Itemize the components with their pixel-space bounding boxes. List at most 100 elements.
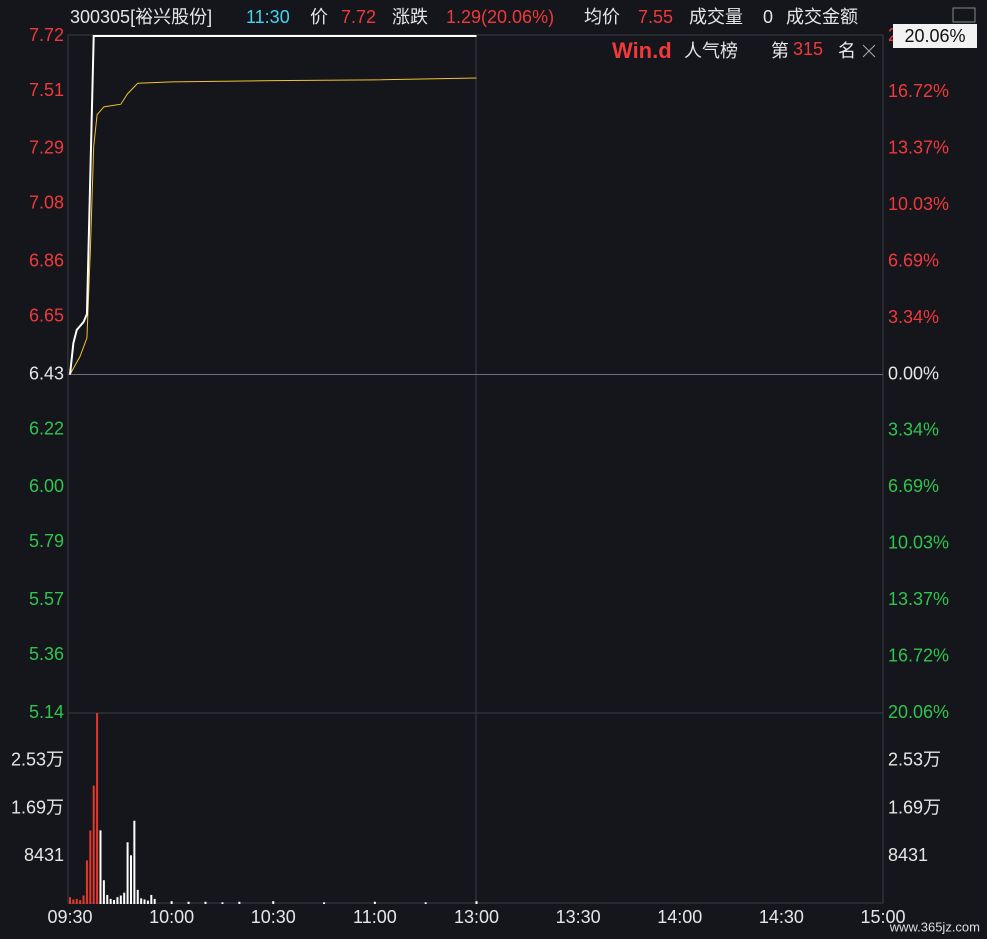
rank-number: 315	[793, 39, 823, 59]
price: 7.72	[341, 7, 376, 27]
volume-bar	[116, 897, 119, 904]
y-tick-label: 6.00	[29, 476, 64, 496]
y2-tick-label: 3.34%	[888, 420, 939, 440]
rank-logo: Win.d	[612, 38, 672, 63]
volume-bar	[109, 898, 112, 904]
volume-bar	[99, 830, 102, 904]
volume-tick-label: 8431	[24, 845, 64, 865]
volume-bar	[136, 889, 139, 904]
volume-tick-label-right: 1.69万	[888, 797, 941, 817]
volume-tick-label: 1.69万	[11, 797, 64, 817]
volume-tick-label: 2.53万	[11, 750, 64, 770]
x-tick-label: 10:30	[251, 907, 296, 927]
volume-bar	[89, 830, 92, 904]
volume-bar	[475, 901, 478, 904]
volume-bar	[96, 713, 99, 904]
x-tick-label: 14:30	[759, 907, 804, 927]
volume-bar	[123, 892, 126, 904]
volume-bar	[79, 900, 82, 904]
rank-suffix: 名	[838, 41, 856, 61]
y-tick-label: 5.57	[29, 589, 64, 609]
y-tick-label: 7.08	[29, 193, 64, 213]
volume-label: 成交量	[689, 7, 743, 27]
close-icon[interactable]	[862, 44, 876, 58]
y-tick-label: 5.79	[29, 531, 64, 551]
y2-tick-label: 6.69%	[888, 250, 939, 270]
volume-bar	[146, 900, 149, 904]
volume-bar	[92, 785, 95, 904]
stock-code: 300305[裕兴股份]	[70, 7, 212, 27]
change-label: 涨跌	[392, 7, 428, 27]
badge-bg	[893, 24, 977, 48]
y2-tick-label: 13.37%	[888, 138, 949, 158]
price-label: 价	[310, 7, 328, 27]
y2-tick-label: 6.69%	[888, 476, 939, 496]
volume-bar	[150, 894, 153, 904]
volume-bar	[170, 901, 173, 904]
volume-bar	[153, 898, 156, 904]
volume-bar	[221, 902, 224, 904]
volume-bar	[85, 860, 88, 904]
rank-label: 人气榜	[684, 41, 738, 61]
y-tick-label: 7.72	[29, 25, 64, 45]
volume-bar	[187, 901, 190, 904]
volume-bar	[75, 898, 78, 904]
volume-bar	[272, 901, 275, 904]
volume-bar	[106, 894, 109, 904]
y2-tick-label: 10.03%	[888, 194, 949, 214]
volume-bar	[119, 895, 122, 904]
avg-label: 均价	[584, 7, 620, 27]
x-tick-label: 11:00	[353, 907, 397, 927]
x-tick-label: 13:00	[454, 907, 499, 927]
volume-bar	[126, 842, 129, 904]
price-line	[69, 77, 477, 375]
y-tick-label: 6.22	[29, 418, 64, 438]
y-tick-label: 5.36	[29, 644, 64, 664]
rank-prefix: 第	[771, 41, 789, 61]
y-tick-label: 6.43	[29, 363, 64, 383]
volume-bar	[424, 902, 427, 904]
amount-label: 成交金额	[786, 7, 858, 27]
volume-bar	[82, 895, 85, 904]
change: 1.29(20.06%)	[446, 7, 554, 27]
y2-tick-label: 3.34%	[888, 307, 939, 327]
y2-tick-label: 20.06%	[888, 702, 949, 722]
y-tick-label: 6.86	[29, 250, 64, 270]
watermark: www.365jz.com	[889, 919, 980, 934]
volume-bar	[204, 901, 207, 904]
volume-tick-label-right: 8431	[888, 845, 928, 865]
x-tick-label: 14:00	[657, 907, 702, 927]
time: 11:30	[246, 7, 290, 27]
volume-tick-label-right: 2.53万	[888, 750, 941, 770]
volume-bar	[69, 897, 71, 904]
y2-tick-label: 0.00%	[888, 363, 939, 383]
y2-tick-label: 10.03%	[888, 533, 949, 553]
volume-bar	[133, 820, 136, 904]
x-tick-label: 09:30	[47, 907, 92, 927]
y-tick-label: 7.29	[29, 138, 64, 158]
volume-bar	[143, 899, 146, 904]
volume-bar	[129, 855, 132, 904]
volume-bar	[373, 901, 376, 904]
wp-icon[interactable]	[952, 7, 976, 23]
volume: 0	[763, 7, 773, 27]
avg: 7.55	[638, 7, 673, 27]
volume-bar	[323, 902, 326, 904]
volume-bar	[140, 898, 143, 904]
x-tick-label: 15:00	[860, 907, 905, 927]
y-tick-label: 6.65	[29, 306, 64, 326]
y-tick-label: 5.14	[29, 702, 64, 722]
y-tick-label: 7.51	[29, 80, 64, 100]
volume-bar	[113, 900, 116, 904]
badge: 20.06%	[904, 26, 965, 46]
volume-bar	[72, 899, 75, 904]
volume-bar	[102, 880, 105, 904]
x-tick-label: 10:00	[149, 907, 194, 927]
price-line	[69, 35, 477, 375]
x-tick-label: 13:30	[556, 907, 601, 927]
y2-tick-label: 16.72%	[888, 81, 949, 101]
volume-bar	[238, 901, 241, 904]
